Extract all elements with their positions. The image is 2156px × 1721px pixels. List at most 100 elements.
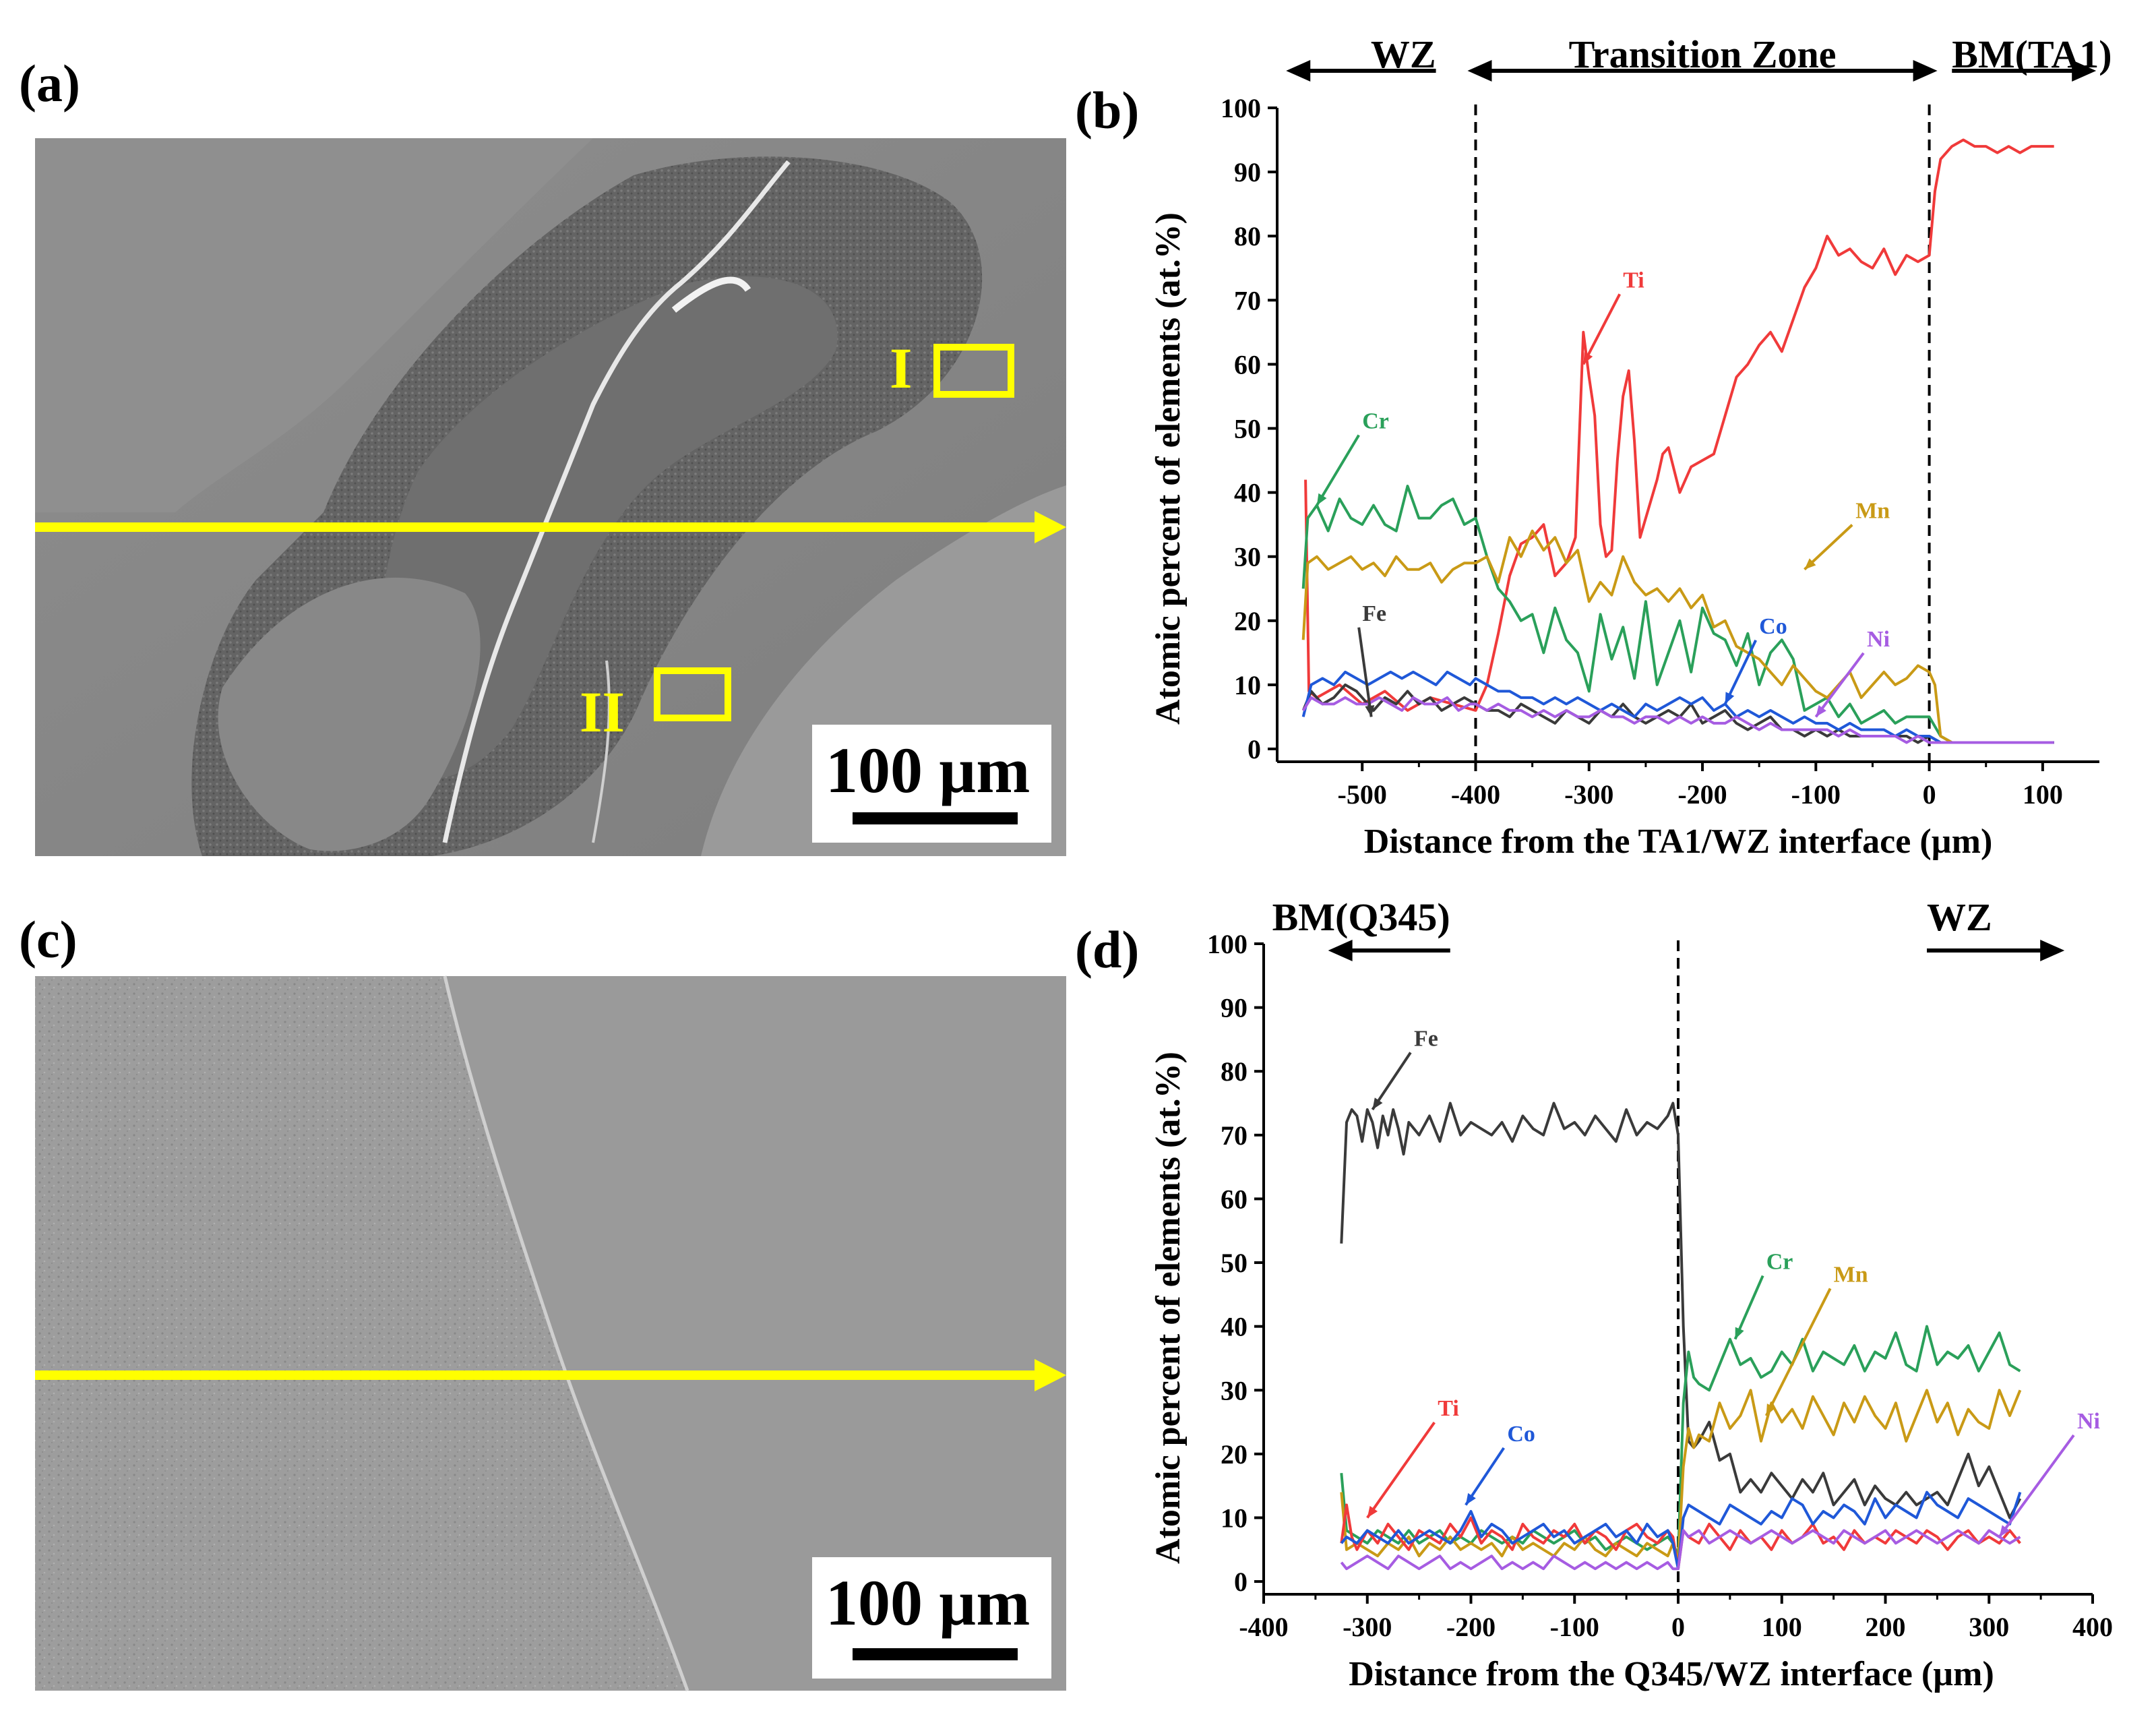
scale-bar-a [853,812,1018,824]
annotation-arrow-ti-d [1366,1421,1436,1519]
zone-arrowhead-d [2040,940,2065,961]
annotation-arrow-mn-d [1764,1288,1832,1416]
zone-arrowhead-b [1467,60,1492,82]
annotation-arrow-fe-d [1371,1052,1412,1111]
scale-bar-label-a: 100 µm [826,734,1030,806]
series-ti-b [1304,138,2054,712]
x-tick-label-b: 0 [1923,779,1936,810]
y-tick-label-b: 70 [1234,285,1261,315]
y-tick-label-b: 80 [1234,221,1261,251]
series-ni-b [1302,696,2054,744]
series-cr-d [1340,1325,2021,1558]
panel-c: (c) 100 µm [19,910,1066,1691]
y-tick-label-d: 90 [1221,993,1248,1023]
y-tick-label-d: 60 [1221,1184,1248,1214]
annotation-label-co-d: Co [1507,1422,1535,1447]
y-tick-label-b: 50 [1234,413,1261,444]
x-tick-label-b: 100 [2023,779,2063,810]
y-tick-label-b: 10 [1234,670,1261,700]
x-tick-label-d: 400 [2072,1612,2113,1642]
panel-b-letter: (b) [1075,81,1139,140]
annotation-arrowhead-ni-d [1999,1525,2010,1537]
annotation-arrowhead-cr-d [1735,1327,1744,1339]
y-tick-label-b: 60 [1234,349,1261,380]
x-axis-title-d: Distance from the Q345/WZ interface (µm) [1349,1655,1994,1693]
annotation-label-ti-d: Ti [1438,1396,1459,1421]
x-tick-label-d: -400 [1239,1612,1288,1642]
y-tick-label-b: 90 [1234,157,1261,187]
y-axis-title-d: Atomic percent of elements (at.%) [1149,1052,1188,1564]
annotation-arrowhead-mn-d [1766,1403,1776,1416]
y-tick-label-b: 0 [1248,734,1261,764]
sem-image-c: 100 µm [35,975,1066,1691]
panel-c-letter: (c) [19,910,78,969]
x-tick-label-d: 200 [1866,1612,1906,1642]
annotation-label-ti-b: Ti [1623,268,1644,293]
series-mn-d [1340,1389,2022,1564]
zone-label-b: Transition Zone [1569,32,1837,76]
y-tick-label-d: 40 [1221,1312,1248,1342]
plot-area-d: 0 10 20 30 40 50 60 70 80 90 100 -400 -300 -200 -100 0 1… [1207,895,2113,1642]
annotation-label-ni-b: Ni [1867,627,1890,652]
annotation-arrowhead-mn-b [1804,558,1816,570]
y-tick-label-b: 100 [1221,93,1261,123]
annotation-label-ni-d: Ni [2077,1409,2100,1434]
zone-arrowhead-b [1286,60,1311,82]
annotation-label-fe-d: Fe [1414,1026,1438,1051]
x-tick-label-d: -300 [1343,1612,1392,1642]
x-axis-title-b: Distance from the TA1/WZ interface (µm) [1364,822,1993,861]
y-tick-label-d: 20 [1221,1439,1248,1470]
y-tick-label-d: 80 [1221,1056,1248,1087]
y-tick-label-d: 10 [1221,1503,1248,1533]
series-fe-d [1340,1101,2022,1519]
y-tick-label-d: 70 [1221,1120,1248,1151]
annotation-arrow-fe-b [1357,627,1373,717]
annotation-arrowhead-ti-b [1583,352,1593,365]
y-tick-label-d: 0 [1234,1567,1248,1597]
annotation-arrowhead-cr-b [1316,493,1327,506]
series-ni-d [1340,1529,2021,1571]
y-tick-label-b: 20 [1234,606,1261,636]
zone-arrowhead-d [1328,940,1353,961]
x-tick-label-b: -500 [1338,779,1387,810]
plot-area-b: 0 10 20 30 40 50 60 70 80 90 100 -500 -400 -300 -200 -1… [1221,32,2112,810]
series-mn-b [1301,529,2054,744]
panel-a: (a) I II 100 µm [19,54,1066,857]
zone-label-b: WZ [1371,32,1436,76]
panel-d-letter: (d) [1075,920,1139,979]
annotation-arrow-ni-b [1814,652,1865,718]
y-tick-label-b: 40 [1234,478,1261,508]
y-tick-label-d: 100 [1207,929,1248,959]
panel-a-letter: (a) [19,54,80,113]
y-tick-label-d: 30 [1221,1375,1248,1406]
zone-arrowhead-b [1913,60,1938,82]
annotation-arrowhead-fe-b [1365,705,1375,717]
annotation-arrow-cr-b [1316,434,1360,506]
zone-label-d: BM(Q345) [1272,895,1450,939]
annotation-arrowhead-ni-b [1816,704,1826,717]
panel-b: (b) Atomic percent of elements (at.%) Di… [1075,32,2112,861]
region-I-box [933,344,1014,398]
y-tick-label-b: 30 [1234,542,1261,572]
zone-label-d: WZ [1927,895,1992,939]
annotation-arrowhead-ti-d [1367,1505,1378,1518]
zone-label-b: BM(TA1) [1952,32,2112,76]
annotation-label-mn-b: Mn [1855,499,1890,524]
x-tick-label-d: 0 [1671,1612,1685,1642]
x-tick-label-b: -200 [1677,779,1727,810]
y-tick-label-d: 50 [1221,1248,1248,1278]
sem-image-a: I II 100 µm [35,138,1066,857]
x-tick-label-d: 300 [1969,1612,2009,1642]
zone-arrowhead-b [2072,60,2097,82]
annotation-arrowhead-co-d [1465,1492,1476,1505]
annotation-label-mn-d: Mn [1834,1262,1868,1287]
annotation-arrow-cr-d [1733,1275,1764,1340]
annotation-arrow-co-b [1723,639,1757,705]
scale-bar-c [853,1648,1018,1660]
x-tick-label-b: -300 [1564,779,1613,810]
x-tick-label-d: 100 [1762,1612,1802,1642]
annotation-label-cr-b: Cr [1362,409,1389,433]
y-axis-title-b: Atomic percent of elements (at.%) [1149,212,1188,725]
annotation-arrow-ti-b [1582,293,1622,365]
